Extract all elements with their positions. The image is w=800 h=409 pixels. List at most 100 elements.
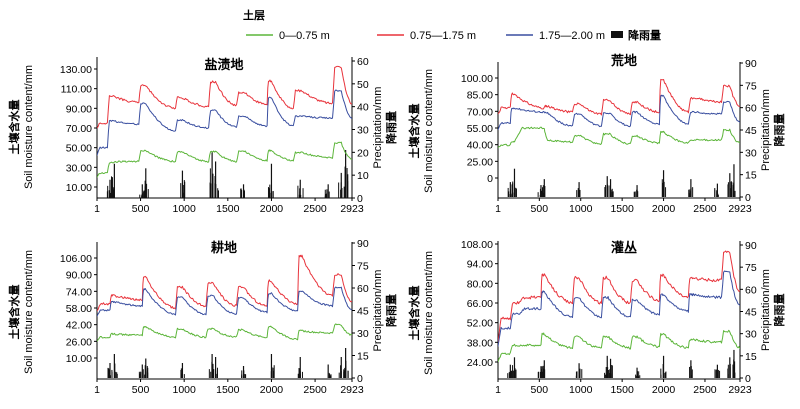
y-right-tick-label: 30	[745, 147, 757, 159]
precip-bar	[242, 190, 244, 198]
precip-bar	[144, 365, 146, 378]
precip-bar	[116, 372, 118, 378]
precip-bar	[515, 188, 517, 197]
y-left-tick-label: 42.00	[66, 320, 92, 332]
y-left-label-en: Soil moisture content/mm	[423, 251, 435, 375]
moisture-line-075-175	[97, 65, 352, 129]
precip-bar	[244, 374, 246, 378]
precip-bar	[113, 189, 115, 198]
precip-bar	[608, 185, 610, 197]
precip-bar	[689, 191, 691, 197]
y-right-tick-label: 45	[745, 125, 757, 137]
precip-bar	[343, 186, 345, 198]
precip-bar	[540, 366, 542, 378]
precip-bar	[611, 188, 613, 197]
precip-bar	[140, 371, 142, 378]
y-left-tick-label: 50.00	[66, 143, 92, 155]
x-tick-label: 1	[94, 384, 100, 396]
y-right-tick-label: 30	[745, 329, 757, 341]
y-left-tick-label: 58.00	[66, 303, 92, 315]
precip-bar	[212, 177, 214, 198]
precip-bar	[537, 371, 539, 378]
plot-area	[498, 78, 740, 197]
x-tick-label: 2000	[260, 384, 284, 396]
precip-bar	[347, 181, 349, 198]
precip-bar	[543, 190, 545, 197]
precip-bar	[609, 369, 611, 378]
precip-bar	[717, 193, 719, 197]
chart-panel-1: 10.00 30.00 50.00 70.00 90.00 110.00 130.00 0 10…	[7, 56, 398, 215]
precip-bar	[241, 374, 243, 378]
x-tick-label: 2923	[340, 384, 364, 396]
legend-label: 降雨量	[628, 28, 661, 42]
y-right-tick-label: 50	[357, 79, 369, 91]
precip-bar	[637, 371, 639, 378]
precip-bar	[544, 369, 546, 378]
precip-bar	[109, 374, 111, 378]
precip-bar	[270, 192, 272, 198]
chart-title: 灌丛	[611, 240, 637, 255]
precip-bar	[216, 367, 218, 378]
moisture-line-075-175	[498, 78, 740, 116]
x-tick-label: 1000	[569, 203, 593, 215]
precip-bar	[541, 366, 543, 378]
precip-bar	[181, 179, 183, 198]
precip-bar	[299, 357, 301, 378]
y-right-tick-label: 75	[745, 80, 757, 92]
x-tick-label: 2500	[303, 384, 327, 396]
y-left-tick-label: 52.00	[467, 318, 493, 330]
y-left-tick-label: 90.00	[66, 270, 92, 282]
precip-bar	[576, 371, 578, 378]
precip-bar	[542, 187, 544, 197]
precip-bar	[338, 372, 340, 378]
moisture-line-0-075	[498, 329, 740, 363]
precip-bar	[241, 370, 243, 378]
precip-bar	[543, 179, 545, 197]
precip-bar	[606, 186, 608, 197]
precip-bar	[183, 184, 185, 198]
precip-bar	[514, 368, 516, 378]
precip-bar	[213, 369, 215, 378]
y-left-tick-label: 106.00	[60, 253, 92, 265]
legend-swatch-bar	[611, 31, 623, 38]
precip-bar	[513, 192, 515, 197]
y-right-tick-label: 45	[745, 307, 757, 319]
y-left-tick-label: 55.00	[467, 123, 493, 135]
y-right-label-en: Precipitation/mm	[760, 89, 772, 171]
y-right-label-en: Precipitation/mm	[372, 87, 384, 169]
x-tick-label: 2923	[728, 203, 752, 215]
x-tick-label: 2500	[693, 203, 717, 215]
precip-bar	[730, 181, 732, 197]
y-left-tick-label: 40.00	[467, 140, 493, 152]
moisture-line-175-200	[498, 94, 740, 131]
precip-bar	[214, 357, 217, 378]
y-left-label-en: Soil moisture content/mm	[23, 65, 35, 189]
x-tick-label: 1	[94, 203, 100, 215]
precip-bar	[138, 371, 140, 378]
y-right-label-cn: 降雨量	[772, 294, 786, 327]
precip-bar	[215, 370, 217, 378]
precip-bar	[324, 195, 326, 198]
precip-bar	[633, 191, 635, 197]
precip-bar	[268, 188, 270, 198]
precip-bar	[612, 191, 614, 197]
precip-bar	[340, 189, 342, 198]
precip-bar	[297, 185, 299, 198]
y-right-tick-label: 20	[357, 147, 369, 159]
y-left-label-cn: 土壤含水量	[7, 100, 21, 155]
precip-bar	[727, 374, 729, 378]
precip-bar	[542, 365, 544, 378]
y-right-tick-label: 75	[357, 261, 369, 273]
precip-bar	[604, 372, 606, 378]
chart-title: 盐渍地	[204, 57, 243, 72]
precip-bar	[340, 371, 342, 378]
precip-bar	[636, 189, 638, 197]
precip-bar	[716, 364, 718, 378]
precip-bar	[145, 358, 147, 378]
y-right-tick-label: 15	[745, 351, 757, 363]
precip-bar	[732, 364, 734, 378]
y-left-tick-label: 94.00	[467, 259, 493, 271]
y-right-tick-label: 30	[357, 328, 369, 340]
